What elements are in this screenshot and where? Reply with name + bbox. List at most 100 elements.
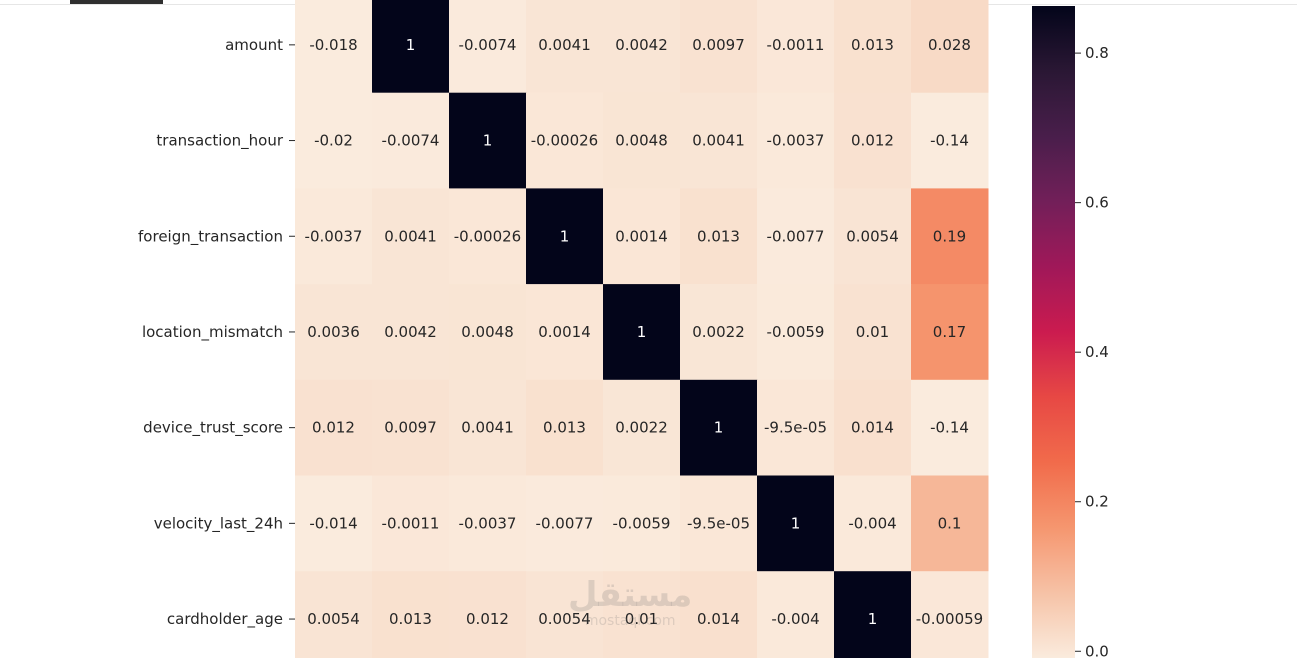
cell-annotation: 0.012 <box>312 419 355 437</box>
cell-annotation: -0.0037 <box>459 514 517 532</box>
cell-annotation: -0.0074 <box>459 36 517 54</box>
heatmap-cell <box>603 571 681 658</box>
cell-annotation: 0.0014 <box>615 227 668 245</box>
cell-annotation: -0.0059 <box>767 323 825 341</box>
colorbar: 0.0 0.2 0.4 0.6 0.8 <box>1032 6 1109 658</box>
heatmap-cell <box>834 188 912 285</box>
cell-annotation: 0.013 <box>851 36 894 54</box>
cell-annotation: 0.0048 <box>461 323 514 341</box>
heatmap-cell <box>680 188 758 285</box>
heatmap-cell <box>834 475 912 572</box>
heatmap-cell <box>526 92 604 189</box>
cell-annotation: 0.014 <box>697 610 740 628</box>
heatmap-cell <box>372 475 450 572</box>
row-label: amount <box>225 36 283 54</box>
colorbar-tick-label: 0.0 <box>1085 642 1109 658</box>
heatmap-cell <box>757 475 835 572</box>
heatmap-cell <box>449 188 527 285</box>
cell-annotation: -0.0059 <box>613 514 671 532</box>
heatmap-cell <box>372 571 450 658</box>
cell-annotation: -0.14 <box>930 132 969 150</box>
cell-annotation: 0.013 <box>543 419 586 437</box>
heatmap-cell <box>911 379 989 476</box>
cell-annotation: -0.004 <box>848 514 896 532</box>
heatmap-cell <box>526 284 604 381</box>
heatmap-cell <box>449 475 527 572</box>
cell-annotation: -0.00059 <box>916 610 983 628</box>
row-label: cardholder_age <box>167 610 283 629</box>
cell-annotation: -0.018 <box>309 36 357 54</box>
heatmap-cell <box>526 571 604 658</box>
cell-annotation: 0.0054 <box>538 610 591 628</box>
cell-annotation: -9.5e-05 <box>687 514 750 532</box>
cell-annotation: 1 <box>637 323 647 341</box>
cell-annotation: 0.0022 <box>692 323 745 341</box>
cell-annotation: -0.0077 <box>767 227 825 245</box>
cell-annotation: 0.01 <box>625 610 658 628</box>
colorbar-gradient <box>1032 6 1075 658</box>
cell-annotation: 0.012 <box>466 610 509 628</box>
heatmap-cell <box>911 571 989 658</box>
colorbar-tick-label: 0.6 <box>1085 194 1109 212</box>
heatmap-cell <box>295 92 373 189</box>
cell-annotation: 0.0022 <box>615 419 668 437</box>
heatmap-cells: -0.018 1 -0.0074 0.0041 0.0042 0.0097 -0.0011 0… <box>295 0 989 658</box>
cell-annotation: 0.0042 <box>384 323 437 341</box>
cell-annotation: 0.1 <box>938 514 962 532</box>
cell-annotation: -0.0077 <box>536 514 594 532</box>
heatmap-cell <box>603 284 681 381</box>
heatmap-cell <box>680 571 758 658</box>
cell-annotation: 1 <box>560 227 570 245</box>
cell-annotation: 0.028 <box>928 36 971 54</box>
cell-annotation: -0.00026 <box>454 227 521 245</box>
cell-annotation: 0.0048 <box>615 132 668 150</box>
colorbar-tick-label: 0.8 <box>1085 44 1109 62</box>
heatmap-cell <box>757 284 835 381</box>
heatmap-cell <box>295 571 373 658</box>
heatmap-cell <box>680 284 758 381</box>
heatmap-cell <box>911 0 989 94</box>
cell-annotation: 0.013 <box>389 610 432 628</box>
cell-annotation: 1 <box>483 132 493 150</box>
colorbar-tick-label: 0.2 <box>1085 493 1109 511</box>
heatmap-cell <box>372 284 450 381</box>
heatmap-cell <box>680 475 758 572</box>
heatmap-cell <box>449 379 527 476</box>
heatmap-cell <box>911 284 989 381</box>
cell-annotation: 1 <box>791 514 801 532</box>
heatmap-cell <box>834 379 912 476</box>
cell-annotation: -0.0011 <box>767 36 825 54</box>
heatmap-cell <box>295 379 373 476</box>
row-label: location_mismatch <box>142 323 283 342</box>
heatmap-cell <box>372 92 450 189</box>
heatmap-cell <box>757 571 835 658</box>
row-label: foreign_transaction <box>138 227 283 246</box>
cell-annotation: 0.0041 <box>538 36 591 54</box>
heatmap-cell <box>603 188 681 285</box>
heatmap-cell <box>295 284 373 381</box>
cell-annotation: 0.0041 <box>461 419 514 437</box>
heatmap-cell <box>526 475 604 572</box>
heatmap-cell <box>372 0 450 94</box>
heatmap-cell <box>526 188 604 285</box>
heatmap-cell <box>680 0 758 94</box>
row-label: velocity_last_24h <box>154 514 283 533</box>
cell-annotation: 1 <box>868 610 878 628</box>
cell-annotation: 0.0014 <box>538 323 591 341</box>
heatmap-cell <box>449 0 527 94</box>
colorbar-tick-label: 0.4 <box>1085 343 1109 361</box>
cell-annotation: 0.17 <box>933 323 966 341</box>
heatmap-cell <box>295 188 373 285</box>
cell-annotation: 0.0042 <box>615 36 668 54</box>
cell-annotation: 0.0041 <box>384 227 437 245</box>
row-label: device_trust_score <box>143 419 283 438</box>
cell-annotation: 0.014 <box>851 419 894 437</box>
top-tab-indicator <box>70 0 163 4</box>
heatmap-cell <box>834 0 912 94</box>
heatmap-cell <box>757 0 835 94</box>
row-labels: amount transaction_hour foreign_transactio… <box>138 36 295 629</box>
heatmap-cell <box>295 475 373 572</box>
heatmap-cell <box>372 379 450 476</box>
heatmap-cell <box>603 475 681 572</box>
